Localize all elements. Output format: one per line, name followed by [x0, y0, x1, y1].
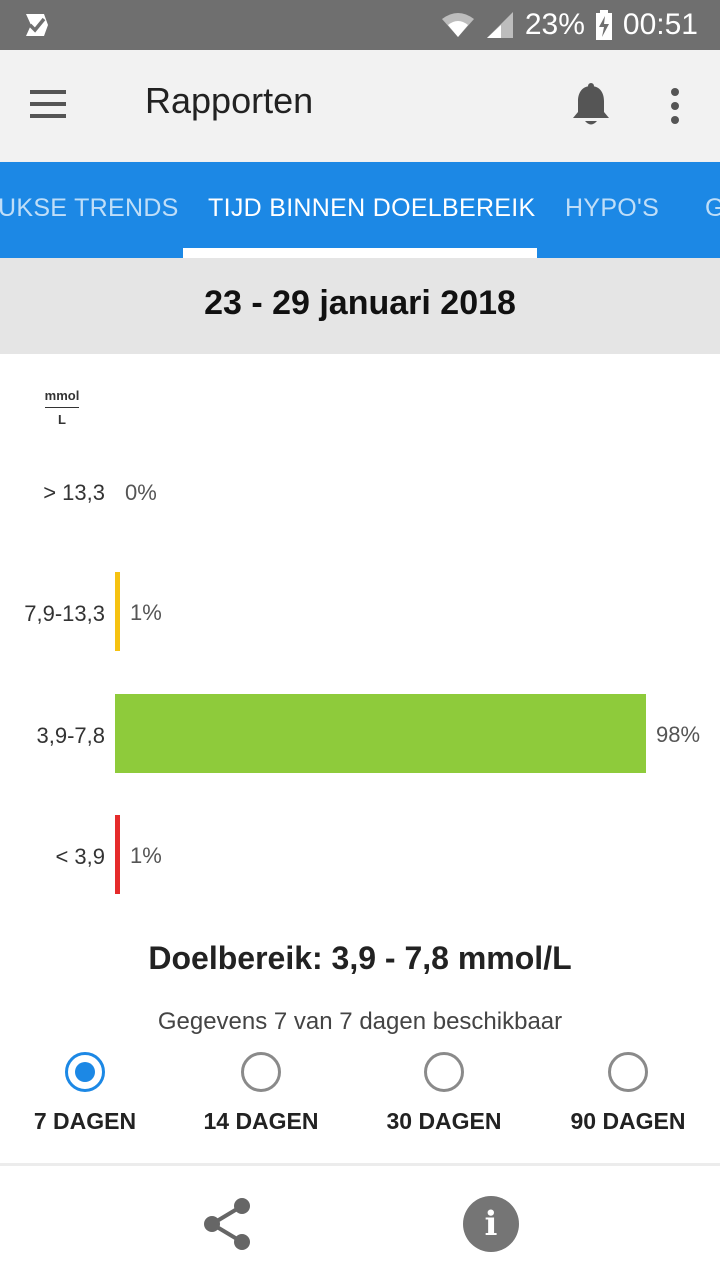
data-availability: Gegevens 7 van 7 dagen beschikbaar — [157, 1008, 563, 1035]
value-label-low: 1% — [130, 843, 162, 868]
radio-label-90-days[interactable]: 90 DAGEN — [570, 1108, 686, 1134]
date-range: 23 - 29 januari 2018 — [204, 284, 516, 322]
clock: 00:51 — [622, 8, 698, 41]
value-label-target: 98% — [656, 722, 701, 747]
app-bar: Rapporten — [0, 50, 720, 162]
bell-icon[interactable] — [570, 82, 612, 128]
menu-icon[interactable] — [28, 88, 68, 120]
radio-label-7-days[interactable]: 7 DAGEN — [33, 1108, 137, 1134]
range-label-low: < 3,9 — [55, 844, 105, 869]
target-range: Doelbereik: 3,9 - 7,8 mmol/L — [148, 940, 572, 976]
battery-percent: 23% — [524, 8, 585, 41]
tab-hypos[interactable]: HYPO'S — [565, 194, 660, 222]
tab-next[interactable]: G — [705, 194, 720, 222]
range-label-very-high: > 13,3 — [43, 480, 105, 505]
value-label-very-high: 0% — [125, 480, 157, 505]
tab-weekly-trends[interactable]: UKSE TRENDS — [0, 194, 179, 222]
radio-7-days[interactable] — [65, 1052, 105, 1092]
page-title: Rapporten — [145, 80, 314, 121]
status-bar: 23% 00:51 — [0, 0, 720, 50]
unit-label: mmol L — [40, 388, 84, 427]
more-vert-icon[interactable] — [660, 86, 690, 126]
radio-label-14-days[interactable]: 14 DAGEN — [203, 1108, 319, 1134]
bar-target — [115, 694, 646, 773]
range-label-high: 7,9-13,3 — [24, 601, 105, 626]
share-icon[interactable] — [200, 1196, 256, 1252]
tab-indicator — [183, 248, 537, 258]
bar-high — [115, 572, 120, 651]
radio-label-30-days[interactable]: 30 DAGEN — [386, 1108, 502, 1134]
unit-denominator: L — [58, 412, 66, 427]
info-icon[interactable]: i — [463, 1196, 519, 1252]
unit-numerator: mmol — [44, 388, 80, 403]
bottom-divider — [0, 1163, 720, 1166]
tab-time-in-range[interactable]: TIJD BINNEN DOELBEREIK — [208, 194, 536, 222]
radio-30-days[interactable] — [424, 1052, 464, 1092]
radio-90-days[interactable] — [608, 1052, 648, 1092]
battery-charging-icon — [595, 10, 612, 40]
wifi-icon — [441, 13, 474, 37]
bar-low — [115, 815, 120, 894]
range-label-target: 3,9-7,8 — [36, 723, 106, 748]
value-label-high: 1% — [130, 600, 162, 625]
tab-bar: UKSE TRENDS TIJD BINNEN DOELBEREIK HYPO'… — [0, 162, 720, 258]
check-notification-icon — [26, 14, 48, 36]
radio-14-days[interactable] — [241, 1052, 281, 1092]
date-range-header: 23 - 29 januari 2018 — [0, 258, 720, 354]
signal-icon — [486, 12, 513, 38]
